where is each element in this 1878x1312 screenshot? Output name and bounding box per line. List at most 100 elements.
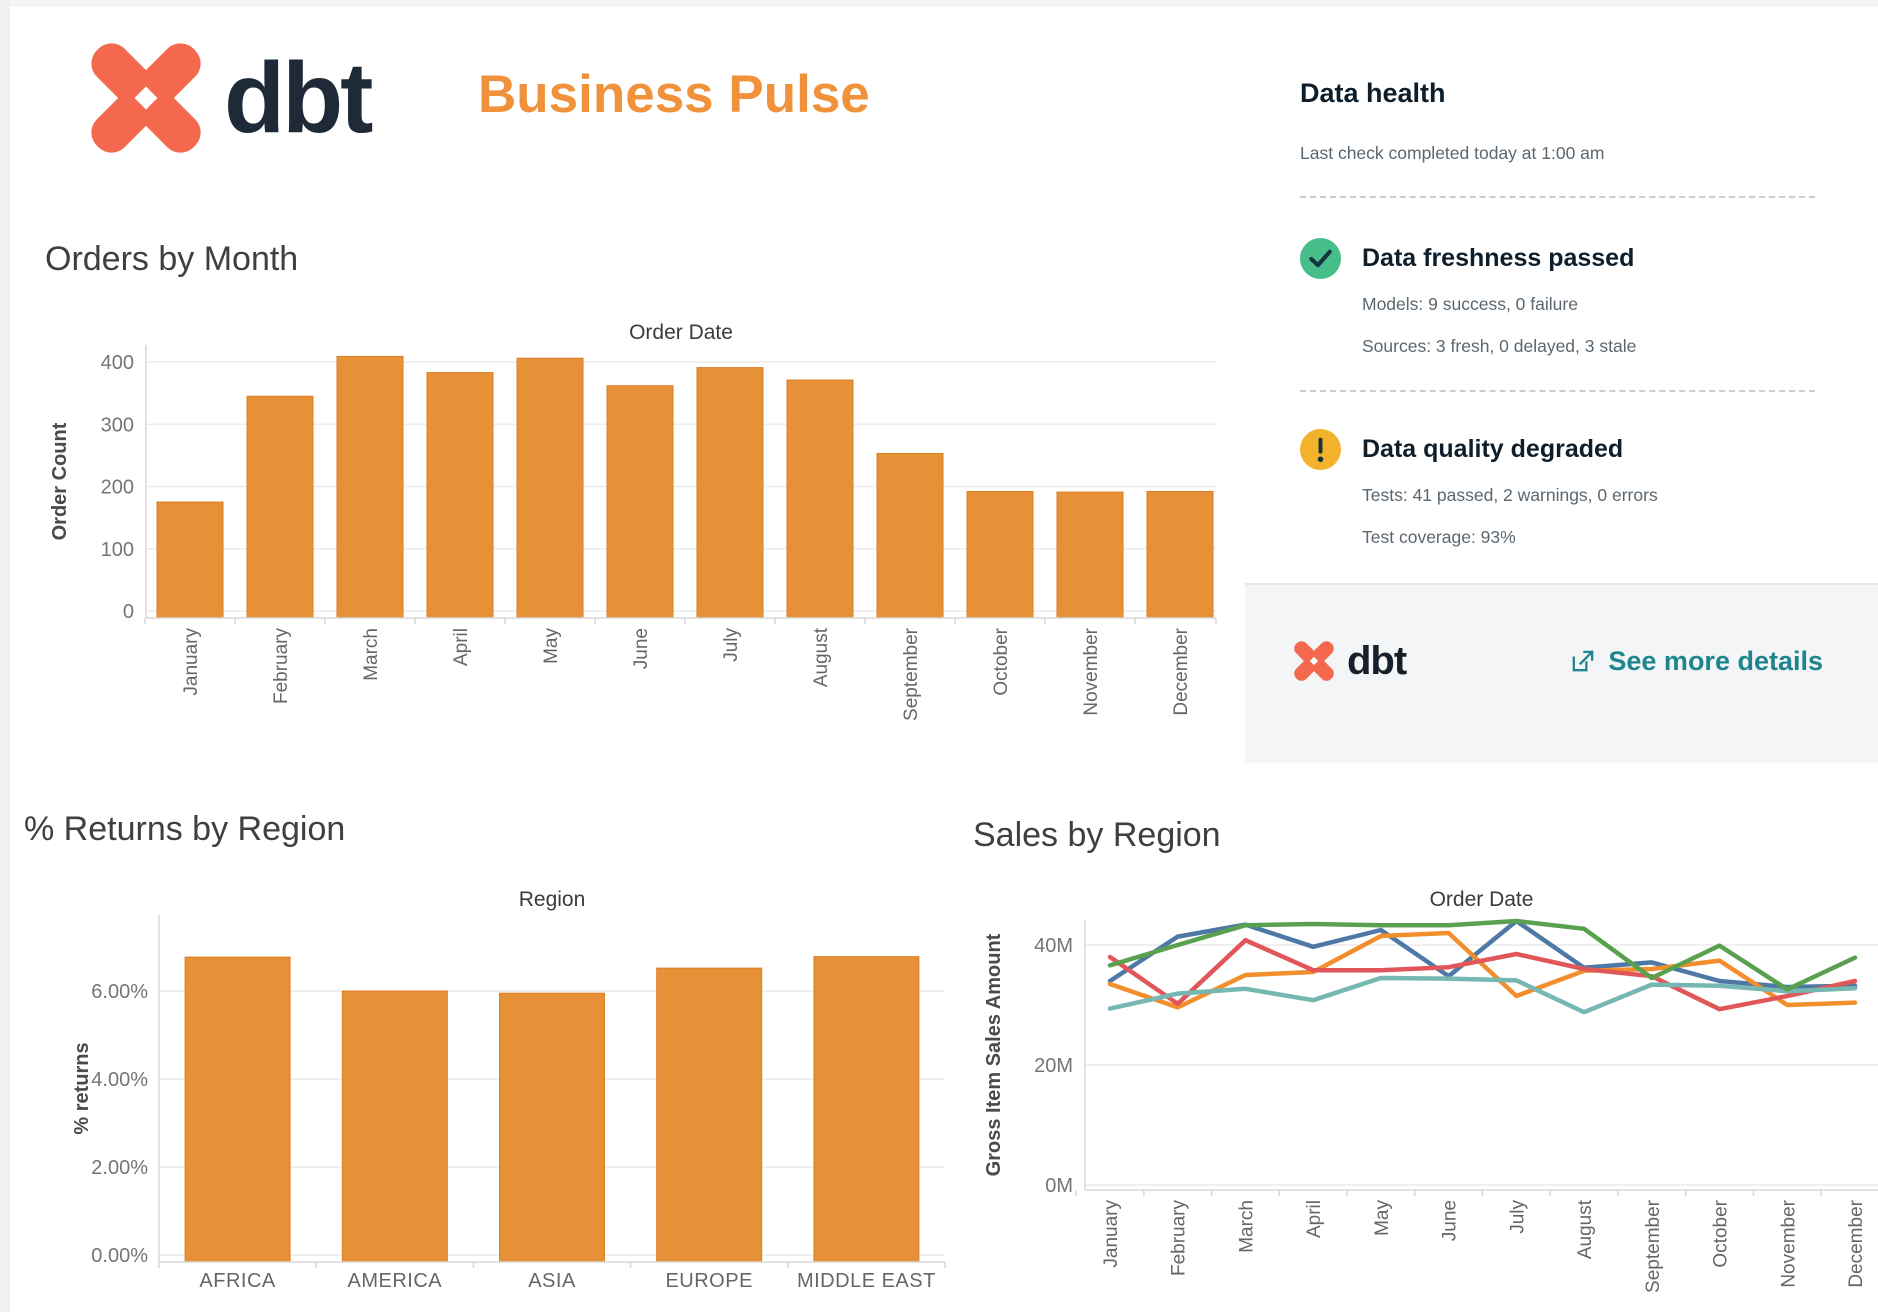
- svg-text:November: November: [1778, 1199, 1799, 1287]
- quality-status-row: Data quality degraded Tests: 41 passed, …: [1300, 429, 1815, 548]
- returns-bars: [184, 956, 920, 1263]
- svg-text:20M: 20M: [1034, 1055, 1073, 1077]
- bar-april[interactable]: [426, 372, 494, 619]
- svg-text:July: July: [1507, 1200, 1528, 1234]
- dbt-logo: dbt: [88, 40, 373, 156]
- svg-text:MIDDLE EAST: MIDDLE EAST: [797, 1270, 936, 1292]
- bar-september[interactable]: [876, 453, 944, 619]
- sales-month-labels: January February March April May June July Augu…: [1101, 1199, 1867, 1293]
- bar-november[interactable]: [1056, 491, 1124, 619]
- svg-text:April: April: [451, 628, 472, 666]
- svg-text:ASIA: ASIA: [528, 1270, 576, 1292]
- svg-text:February: February: [271, 628, 292, 705]
- svg-text:400: 400: [101, 352, 134, 374]
- page-title: Business Pulse: [478, 65, 870, 124]
- svg-text:June: June: [631, 628, 652, 669]
- dashed-divider: [1300, 390, 1815, 392]
- bar-middle-east[interactable]: [813, 956, 920, 1263]
- svg-text:AFRICA: AFRICA: [199, 1270, 276, 1292]
- svg-text:October: October: [991, 627, 1012, 695]
- orders-gridlines: [146, 361, 1216, 612]
- last-check-text: Last check completed today at 1:00 am: [1300, 143, 1605, 163]
- orders-axis-title: Order Date: [629, 321, 733, 344]
- external-link-icon: [1573, 649, 1595, 671]
- dashed-divider: [1300, 196, 1815, 198]
- sales-chart-title: Sales by Region: [973, 816, 1221, 854]
- orders-bars: [156, 355, 1214, 619]
- bar-february[interactable]: [246, 395, 314, 619]
- orders-by-month-chart[interactable]: 0 100 200 300 400 January February March April Ma…: [40, 295, 1220, 770]
- svg-text:200: 200: [101, 477, 134, 499]
- warning-icon: [1300, 429, 1341, 470]
- bar-europe[interactable]: [656, 967, 763, 1263]
- series-line-green[interactable]: [1107, 918, 1858, 992]
- returns-by-region-chart[interactable]: 0.00% 2.00% 4.00% 6.00% AFRICA AMERICA ASIA EUR…: [15, 860, 946, 1312]
- svg-text:EUROPE: EUROPE: [665, 1270, 752, 1292]
- svg-text:March: March: [1236, 1200, 1257, 1253]
- series-line-red[interactable]: [1107, 937, 1858, 1012]
- dbt-logo-icon: [91, 43, 201, 153]
- sales-y-axis: 0M 20M 40M: [1034, 920, 1086, 1197]
- svg-text:AMERICA: AMERICA: [347, 1270, 442, 1292]
- data-health-panel: Data health Last check completed today a…: [1300, 70, 1815, 548]
- bar-august[interactable]: [786, 379, 854, 619]
- sales-series-lines: [1107, 918, 1858, 1015]
- quality-tests-line: Tests: 41 passed, 2 warnings, 0 errors: [1362, 485, 1658, 505]
- bar-july[interactable]: [696, 367, 764, 619]
- sales-axis-title: Order Date: [1430, 888, 1534, 911]
- svg-text:July: July: [721, 628, 742, 662]
- svg-text:2.00%: 2.00%: [91, 1157, 148, 1179]
- left-edge-divider: [0, 0, 10, 1312]
- dbt-logo-icon: [1294, 641, 1334, 681]
- svg-text:300: 300: [101, 414, 134, 436]
- svg-text:December: December: [1171, 627, 1192, 715]
- bar-march[interactable]: [336, 355, 404, 619]
- series-line-orange[interactable]: [1107, 930, 1858, 1010]
- returns-x-axis: [158, 1261, 946, 1268]
- svg-text:0: 0: [123, 601, 134, 623]
- returns-region-labels: AFRICA AMERICA ASIA EUROPE MIDDLE EAST: [199, 1270, 935, 1292]
- sales-ylabel: Gross Item Sales Amount: [983, 933, 1005, 1176]
- svg-text:4.00%: 4.00%: [91, 1069, 148, 1091]
- orders-y-axis: 0 100 200 300 400: [101, 345, 147, 623]
- svg-text:January: January: [1101, 1200, 1122, 1268]
- bar-america[interactable]: [341, 990, 448, 1263]
- svg-text:40M: 40M: [1034, 935, 1073, 957]
- bar-january[interactable]: [156, 501, 224, 619]
- sales-by-region-chart[interactable]: 0M 20M 40M January February March April May June…: [960, 860, 1878, 1312]
- bar-may[interactable]: [516, 357, 584, 619]
- svg-text:September: September: [1643, 1199, 1664, 1293]
- svg-text:April: April: [1304, 1200, 1325, 1238]
- svg-text:September: September: [901, 627, 922, 721]
- bar-june[interactable]: [606, 385, 674, 619]
- svg-text:August: August: [1575, 1199, 1596, 1259]
- svg-text:June: June: [1440, 1200, 1461, 1241]
- svg-text:August: August: [811, 627, 832, 687]
- data-health-footer: dbt See more details: [1245, 583, 1878, 763]
- svg-text:January: January: [181, 628, 202, 696]
- dbt-footer-logo: dbt: [1293, 638, 1407, 684]
- bar-october[interactable]: [966, 490, 1034, 619]
- svg-text:6.00%: 6.00%: [91, 981, 148, 1003]
- bar-africa[interactable]: [184, 956, 291, 1263]
- orders-month-labels: January February March April May June July Augu…: [181, 627, 1192, 721]
- bar-asia[interactable]: [499, 992, 605, 1263]
- orders-ylabel: Order Count: [49, 422, 71, 540]
- see-more-details-link[interactable]: See more details: [1569, 646, 1823, 677]
- bar-december[interactable]: [1146, 490, 1214, 619]
- freshness-sources-line: Sources: 3 fresh, 0 delayed, 3 stale: [1362, 336, 1637, 356]
- svg-text:May: May: [1372, 1200, 1393, 1236]
- svg-text:November: November: [1081, 627, 1102, 715]
- svg-text:October: October: [1711, 1199, 1732, 1267]
- svg-text:0.00%: 0.00%: [91, 1245, 148, 1267]
- freshness-status-title: Data freshness passed: [1362, 244, 1635, 272]
- sales-x-axis: [1075, 1189, 1878, 1196]
- sales-gridlines: [1085, 944, 1878, 1186]
- dbt-footer-wordmark: dbt: [1347, 638, 1407, 683]
- orders-chart-title: Orders by Month: [45, 240, 299, 278]
- check-icon: [1300, 238, 1341, 279]
- svg-text:December: December: [1846, 1199, 1867, 1287]
- quality-status-title: Data quality degraded: [1362, 435, 1624, 463]
- series-line-teal[interactable]: [1107, 975, 1858, 1015]
